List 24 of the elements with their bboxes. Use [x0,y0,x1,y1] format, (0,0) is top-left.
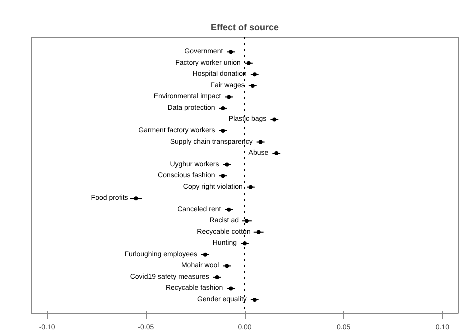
point [229,50,234,54]
point [227,95,232,100]
point [227,208,232,212]
point [215,275,220,280]
point [134,196,138,201]
point [272,118,277,122]
point [229,286,234,291]
point [274,152,279,156]
point [243,242,247,246]
point [225,162,230,167]
chart-title: Effect of source [210,22,280,32]
point [250,84,255,88]
point [258,140,263,144]
point [203,252,208,257]
point [221,106,226,110]
point [244,219,249,224]
point [256,230,261,234]
point [252,298,257,302]
point [221,129,226,133]
point [246,61,251,66]
point [248,185,253,190]
point [221,174,226,178]
point [225,264,230,268]
point [252,72,257,77]
